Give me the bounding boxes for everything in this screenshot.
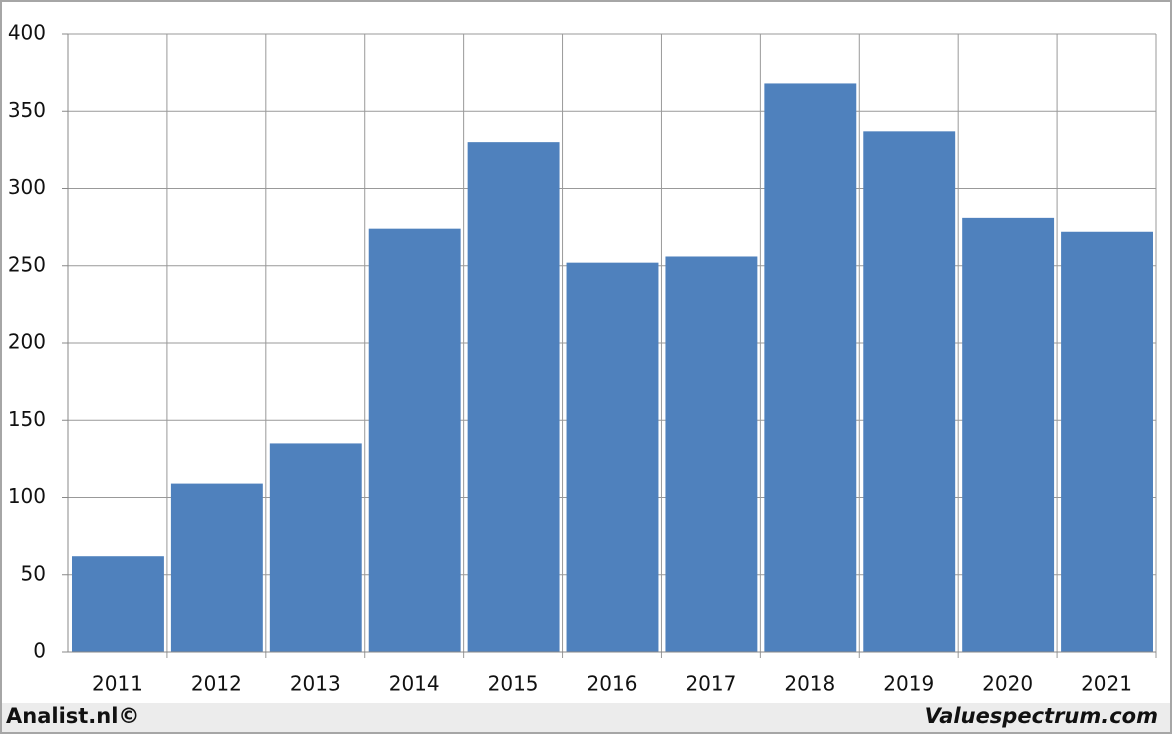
x-tick-label: 2016 <box>587 672 638 696</box>
x-tick-label: 2015 <box>488 672 539 696</box>
bar <box>170 483 263 652</box>
y-tick-label: 150 <box>8 407 46 431</box>
bar <box>467 142 560 652</box>
bar <box>269 443 362 652</box>
y-tick-label: 350 <box>8 98 46 122</box>
y-tick-label: 200 <box>8 330 46 354</box>
bar <box>1061 231 1153 652</box>
y-tick-label: 100 <box>8 484 46 508</box>
x-tick-label: 2018 <box>784 672 835 696</box>
x-tick-label: 2012 <box>191 672 242 696</box>
bar <box>863 131 956 652</box>
footer-right: Valuespectrum.com <box>925 704 1158 728</box>
y-tick-label: 250 <box>8 252 46 276</box>
footer-bar <box>0 703 1172 734</box>
y-tick-label: 300 <box>8 175 46 199</box>
bar <box>962 217 1055 653</box>
bar <box>72 556 164 652</box>
x-tick-label: 2021 <box>1081 672 1132 696</box>
y-tick-label: 400 <box>8 21 46 45</box>
x-tick-label: 2017 <box>685 672 736 696</box>
bar <box>368 228 461 653</box>
bar <box>764 83 857 652</box>
y-tick-label: 50 <box>21 561 46 585</box>
x-tick-label: 2019 <box>883 672 934 696</box>
bar <box>566 262 659 652</box>
y-tick-label: 0 <box>33 639 46 663</box>
x-tick-label: 2013 <box>290 672 341 696</box>
footer-left: Analist.nl© <box>6 704 139 728</box>
bar <box>665 256 758 652</box>
x-tick-label: 2011 <box>92 672 143 696</box>
x-tick-label: 2014 <box>389 672 440 696</box>
x-tick-label: 2020 <box>982 672 1033 696</box>
